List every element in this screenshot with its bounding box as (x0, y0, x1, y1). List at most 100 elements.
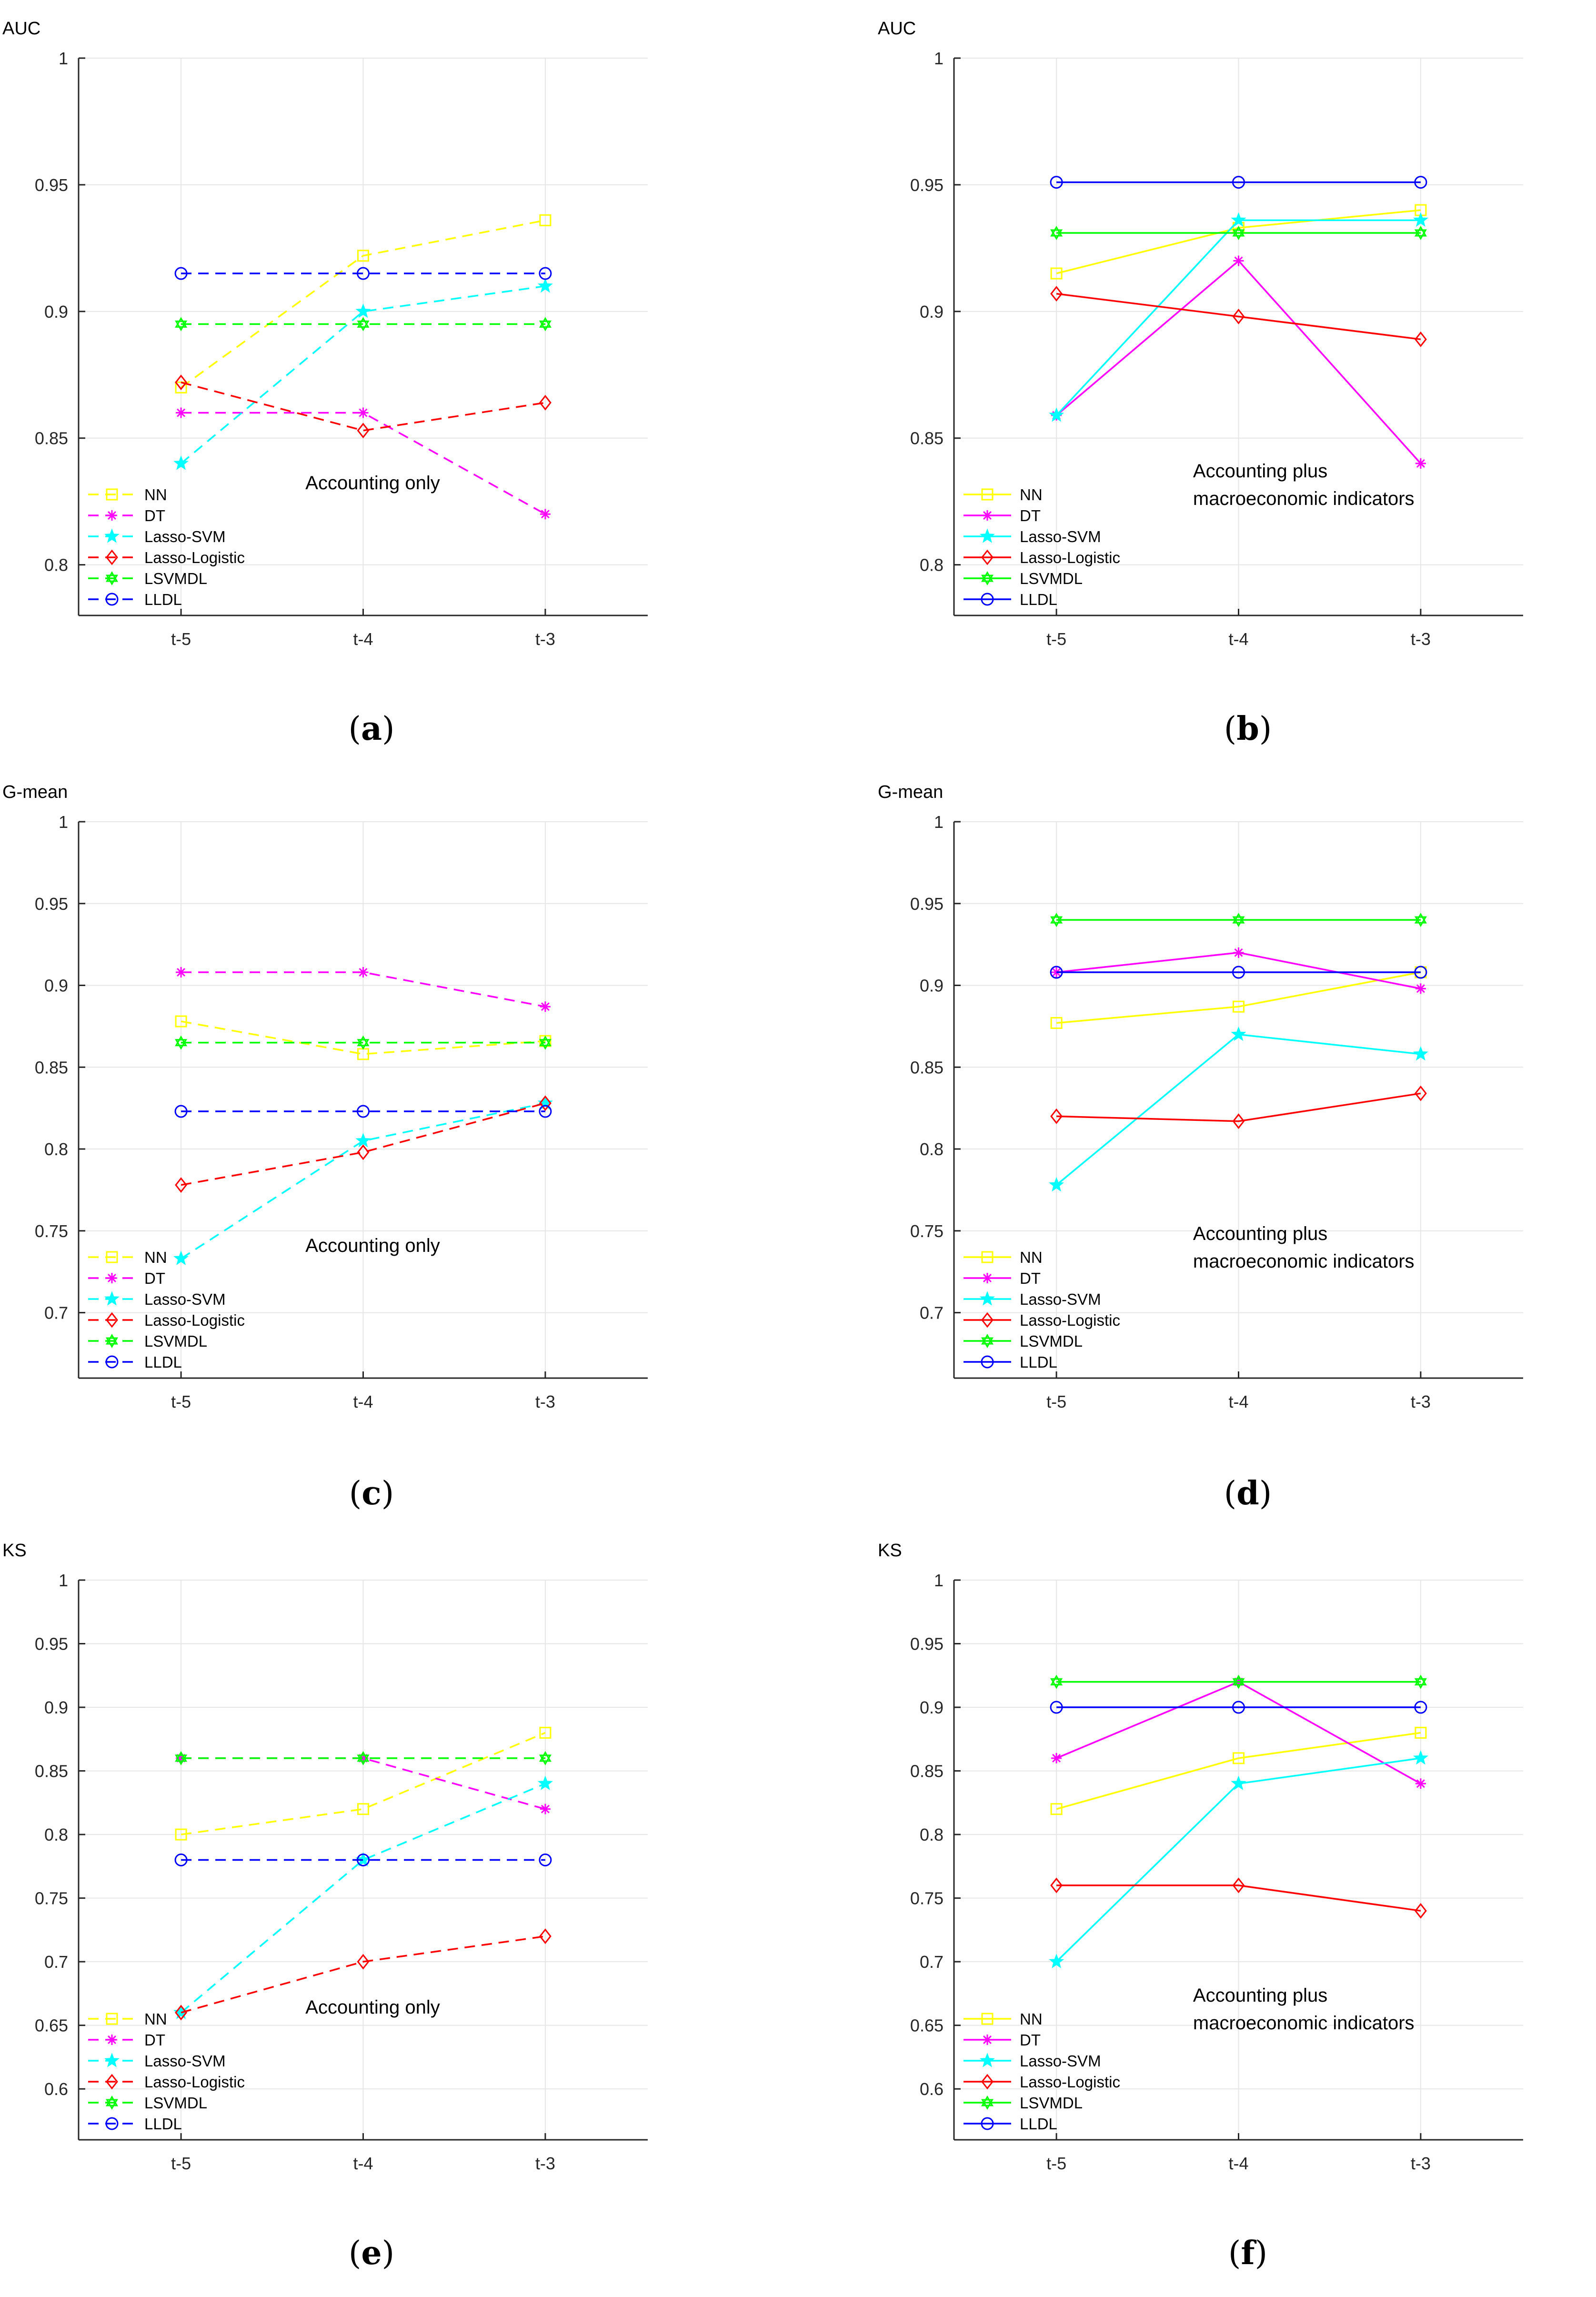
data-point-lldl (1050, 1701, 1063, 1714)
y-tick-label: 0.75 (910, 1889, 944, 1908)
legend-entry-lsvmdl: LSVMDL (964, 2094, 1083, 2112)
series-line-nn (181, 1020, 546, 1055)
data-point-lasso-logistic (539, 1095, 552, 1111)
legend-label: LLDL (1020, 591, 1057, 608)
y-axis-title: G-mean (2, 782, 68, 802)
data-point-nn (175, 1828, 187, 1841)
data-point-lldl (174, 1105, 188, 1118)
x-tick-label: t-3 (1411, 629, 1431, 649)
x-tick-label: t-3 (1411, 1392, 1431, 1411)
data-point-lldl (1414, 1701, 1427, 1714)
legend-marker (981, 2074, 994, 2090)
legend-marker (106, 571, 118, 585)
chart-panel-c: 0.7 0.75 0.8 0.85 0.9 0.95 1 t-5 t-4 t-3 G-mean NN D… (2, 782, 648, 1411)
y-tick-label: 0.95 (910, 1634, 944, 1654)
y-tick-label: 0.75 (910, 1221, 944, 1241)
legend-entry-nn: NN (964, 2010, 1043, 2028)
data-point-lsvmdl (357, 317, 370, 332)
legend-label: LSVMDL (144, 570, 207, 587)
chart-annotation: Accounting only (305, 1997, 440, 2018)
data-point-lasso-svm (1049, 1177, 1064, 1192)
legend-marker (981, 2117, 994, 2130)
data-point-lasso-logistic (175, 2005, 188, 2021)
series-line-nn (181, 1732, 546, 1835)
data-point-lasso-svm (173, 455, 189, 470)
y-tick-label: 0.7 (920, 1303, 944, 1323)
legend-entry-nn: NN (964, 1249, 1043, 1266)
x-tick-label: t-3 (535, 2154, 555, 2173)
legend-entry-dt: DT (88, 2031, 165, 2049)
data-point-lldl (1232, 1701, 1245, 1714)
y-tick-label: 0.95 (35, 894, 68, 914)
y-axis-title: KS (2, 1541, 27, 1561)
series-line-lasso-logistic (1056, 292, 1421, 341)
legend-label: Lasso-Logistic (144, 2073, 245, 2091)
data-point-lasso-logistic (1414, 331, 1427, 347)
data-point-lasso-svm (537, 1775, 553, 1790)
legend-marker (104, 1291, 120, 1306)
legend-marker (981, 593, 994, 606)
legend-marker (106, 2013, 118, 2025)
y-tick-label: 0.9 (44, 976, 68, 996)
data-point-lsvmdl (357, 1751, 370, 1765)
data-point-lsvmdl (175, 317, 188, 332)
data-point-lasso-logistic (357, 1954, 370, 1970)
data-point-nn (175, 381, 187, 393)
data-point-lsvmdl (175, 1751, 188, 1765)
data-point-lasso-svm (1231, 1775, 1246, 1790)
legend-entry-dt: DT (88, 1269, 165, 1287)
y-tick-label: 0.85 (910, 1058, 944, 1077)
legend-marker (104, 528, 120, 543)
data-point-dt (1415, 458, 1426, 469)
data-point-lldl (539, 267, 552, 280)
data-point-lsvmdl (1232, 913, 1245, 927)
data-point-lasso-svm (537, 278, 553, 293)
y-tick-label: 0.8 (920, 1825, 944, 1844)
series-line-lasso-logistic (181, 382, 546, 432)
data-point-lasso-logistic (357, 423, 370, 439)
legend-marker (979, 2053, 995, 2067)
y-tick-label: 0.75 (35, 1889, 68, 1908)
legend-label: NN (1020, 2010, 1043, 2028)
legend-marker (106, 1312, 118, 1328)
data-point-nn (1233, 1752, 1245, 1764)
data-point-lsvmdl (1232, 226, 1245, 240)
legend-label: Lasso-Logistic (1020, 549, 1120, 566)
y-tick-label: 0.85 (35, 1762, 68, 1781)
data-point-lasso-logistic (1050, 1108, 1063, 1124)
legend-entry-lldl: LLDL (964, 591, 1057, 608)
data-point-dt (176, 407, 187, 418)
data-point-dt (1233, 255, 1244, 266)
y-tick-label: 1 (934, 1571, 944, 1590)
chart-panel-e: 0.6 0.65 0.7 0.75 0.8 0.85 0.9 0.95 1 t-5 t-4 t-3 KS… (2, 1541, 648, 2173)
data-point-dt (540, 1803, 551, 1814)
legend-marker (981, 2013, 994, 2025)
data-point-lasso-logistic (1050, 1877, 1063, 1894)
data-point-lasso-svm (1049, 1954, 1064, 1968)
y-axis-title: KS (878, 1541, 902, 1561)
data-point-lasso-logistic (357, 1144, 370, 1160)
x-tick-label: t-5 (171, 1392, 191, 1411)
legend-entry-lsvmdl: LSVMDL (88, 570, 207, 587)
legend-label: NN (144, 486, 167, 504)
data-point-dt (1415, 983, 1426, 994)
y-tick-label: 0.6 (44, 2079, 68, 2099)
legend-marker (104, 2053, 120, 2067)
y-tick-label: 0.85 (910, 1762, 944, 1781)
legend-entry-lasso-logistic: Lasso-Logistic (964, 2073, 1120, 2091)
legend-marker (107, 2035, 117, 2045)
data-point-lldl (1414, 966, 1427, 979)
y-tick-label: 1 (934, 49, 944, 68)
y-tick-label: 0.8 (44, 555, 68, 575)
caption-b: (b) (1224, 710, 1272, 748)
y-tick-label: 0.75 (35, 1221, 68, 1241)
x-tick-label: t-4 (1228, 1392, 1248, 1411)
data-point-lasso-logistic (1232, 309, 1245, 324)
data-point-dt (540, 1001, 551, 1012)
legend-label: Lasso-Logistic (144, 1311, 245, 1329)
x-tick-label: t-4 (353, 1392, 373, 1411)
data-point-nn (1233, 1000, 1245, 1013)
legend-marker (106, 488, 118, 501)
y-tick-label: 0.8 (920, 1139, 944, 1159)
